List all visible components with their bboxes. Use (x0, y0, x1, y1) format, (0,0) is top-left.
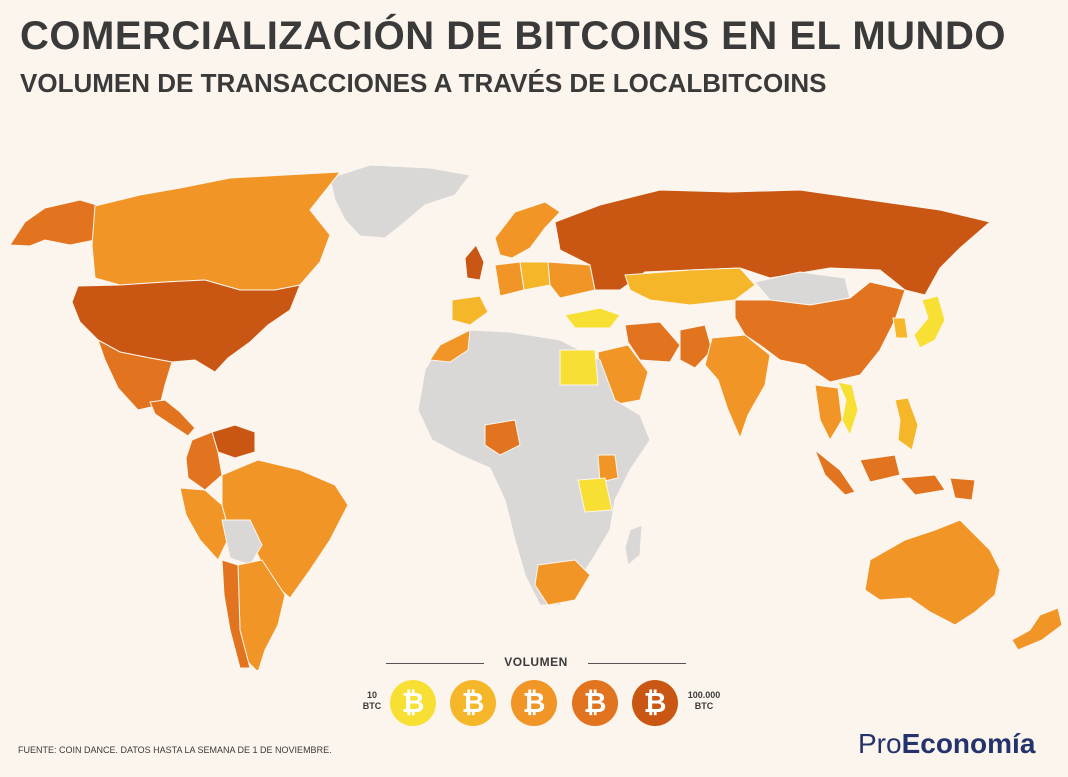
region-kenya (597, 454, 619, 483)
world-map (9, 164, 1063, 670)
region-india (704, 334, 771, 440)
bitcoin-icon: ₿ (511, 680, 557, 726)
region-central-america (149, 399, 196, 437)
legend-header: VOLUMEN (386, 654, 686, 672)
region-egypt (559, 349, 599, 386)
region-south-africa (534, 559, 591, 606)
legend-min-unit: BTC (362, 701, 382, 711)
region-new-zealand (1011, 607, 1063, 651)
region-australia (864, 519, 1001, 626)
bitcoin-icon: ₿ (572, 680, 618, 726)
region-poland (519, 261, 551, 291)
region-turkey (564, 307, 621, 329)
region-iran (624, 321, 681, 363)
region-spain (451, 295, 489, 326)
region-germany (494, 261, 525, 297)
region-thailand (814, 384, 843, 442)
bitcoin-icon: ₿ (390, 680, 436, 726)
legend-rule-left (386, 663, 484, 664)
source-note: FUENTE: COIN DANCE. DATOS HASTA LA SEMAN… (18, 745, 332, 755)
legend-title: VOLUMEN (504, 655, 568, 669)
region-canada (91, 171, 342, 291)
bitcoin-icon: ₿ (450, 680, 496, 726)
region-tanzania (577, 477, 613, 513)
region-morocco (429, 329, 471, 363)
region-pakistan (679, 324, 713, 369)
region-greenland (329, 164, 471, 239)
region-mexico (97, 338, 173, 411)
brand-logo-bold: Economía (901, 728, 1036, 759)
region-china (734, 281, 906, 383)
region-korea (892, 317, 909, 339)
region-philippines (894, 397, 919, 451)
region-nigeria (484, 419, 521, 456)
region-united-kingdom (464, 244, 485, 281)
region-ukraine (547, 261, 596, 299)
map-title: COMERCIALIZACIÓN DE BITCOINS EN EL MUNDO (20, 14, 1006, 58)
bitcoin-icon: ₿ (632, 680, 678, 726)
region-japan (913, 295, 946, 349)
region-indonesia (813, 448, 976, 501)
legend-max-label: 100.000 BTC (682, 690, 726, 712)
legend-rule-right (588, 663, 686, 664)
region-alaska (9, 199, 101, 247)
region-chile (221, 559, 251, 669)
region-kazakhstan (624, 267, 756, 306)
region-madagascar (624, 524, 643, 566)
legend-min-value: 10 (366, 690, 377, 700)
region-africa (417, 329, 651, 606)
region-colombia (185, 431, 223, 491)
region-peru (179, 487, 231, 561)
legend-max-value: 100.000 (687, 690, 721, 700)
legend-max-unit: BTC (694, 701, 714, 711)
region-vietnam (837, 381, 859, 437)
map-subtitle: VOLUMEN DE TRANSACCIONES A TRAVÉS DE LOC… (20, 68, 827, 98)
region-scandinavia (494, 201, 561, 259)
brand-logo-light: Pro (858, 728, 902, 759)
brand-logo: ProEconomía (858, 728, 1035, 760)
legend-min-label: 10 BTC (358, 690, 386, 712)
region-bolivia (221, 519, 263, 566)
